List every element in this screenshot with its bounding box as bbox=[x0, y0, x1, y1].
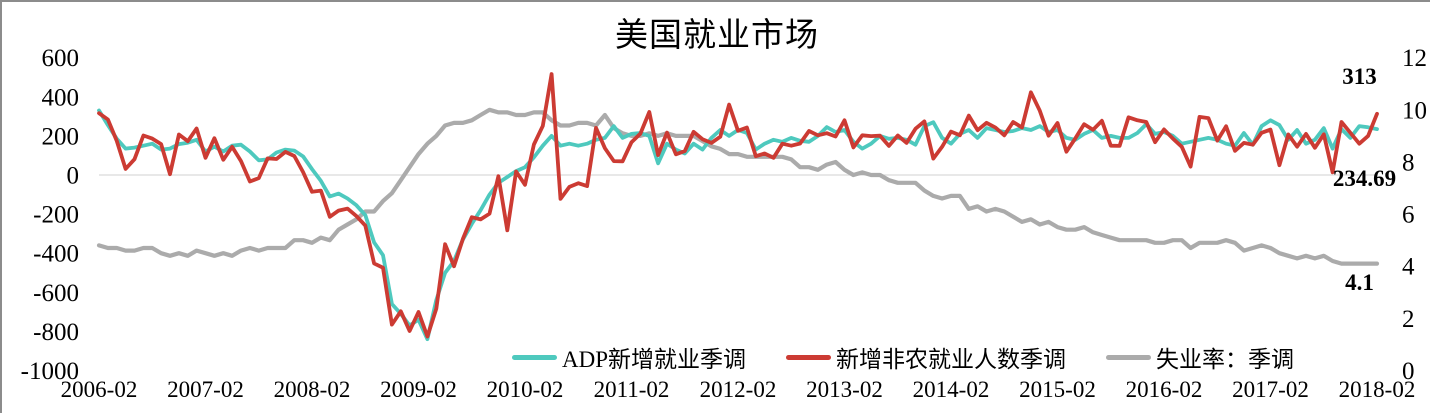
annotation-nfp-last-value: 313 bbox=[1342, 64, 1377, 89]
left-axis-tick-label: -200 bbox=[33, 202, 79, 229]
right-axis-tick-label: 6 bbox=[1402, 202, 1415, 229]
x-axis-tick-label: 2010-02 bbox=[487, 377, 564, 402]
annotation-unemployment-last-value: 4.1 bbox=[1345, 270, 1374, 295]
right-axis-tick-label: 0 bbox=[1402, 358, 1415, 385]
x-axis-tick-label: 2018-02 bbox=[1339, 377, 1416, 402]
left-axis-tick-label: 200 bbox=[42, 123, 80, 150]
right-axis-tick-label: 8 bbox=[1402, 149, 1415, 176]
right-axis-tick-label: 12 bbox=[1402, 45, 1427, 72]
legend-entry-adp: ADP新增就业季调 bbox=[512, 340, 746, 374]
x-axis-tick-label: 2014-02 bbox=[913, 377, 990, 402]
x-axis-tick-label: 2016-02 bbox=[1126, 377, 1203, 402]
legend-label-unemployment: 失业率：季调 bbox=[1156, 347, 1295, 372]
x-axis-tick-label: 2013-02 bbox=[806, 377, 883, 402]
x-axis-tick-label: 2007-02 bbox=[167, 377, 244, 402]
left-axis-tick-label: -800 bbox=[33, 319, 79, 346]
chart-legend: ADP新增就业季调 新增非农就业人数季调 失业率：季调 bbox=[512, 340, 1294, 374]
chart-title: 美国就业市场 bbox=[615, 16, 819, 53]
nonfarm-line-swatch-icon bbox=[786, 354, 832, 360]
left-axis-tick-label: -1000 bbox=[21, 358, 79, 385]
x-axis-tick-label: 2017-02 bbox=[1232, 377, 1309, 402]
right-axis-tick-label: 10 bbox=[1402, 97, 1427, 124]
left-axis-tick-label: -600 bbox=[33, 280, 79, 307]
x-axis-tick-label: 2011-02 bbox=[594, 377, 670, 402]
x-axis-tick-label: 2006-02 bbox=[61, 377, 138, 402]
left-axis-tick-label: 600 bbox=[42, 45, 80, 72]
x-axis-tick-label: 2015-02 bbox=[1019, 377, 1096, 402]
left-axis-tick-label: 400 bbox=[42, 84, 80, 111]
legend-label-adp: ADP新增就业季调 bbox=[562, 347, 747, 372]
series-line-2 bbox=[96, 107, 1380, 266]
series-line-1 bbox=[97, 72, 1379, 339]
right-axis-tick-label: 4 bbox=[1402, 254, 1415, 281]
unemployment-line-swatch-icon bbox=[1106, 354, 1152, 360]
legend-label-nonfarm: 新增非农就业人数季调 bbox=[836, 347, 1067, 372]
legend-entry-nonfarm: 新增非农就业人数季调 bbox=[786, 340, 1066, 374]
annotation-adp-last-value: 234.69 bbox=[1332, 166, 1397, 191]
left-axis-tick-label: -400 bbox=[33, 241, 79, 268]
x-axis-tick-label: 2009-02 bbox=[380, 377, 457, 402]
x-axis-tick-label: 2012-02 bbox=[700, 377, 777, 402]
right-axis-tick-label: 2 bbox=[1402, 306, 1415, 333]
x-axis-tick-label: 2008-02 bbox=[274, 377, 351, 402]
left-axis-tick-label: 0 bbox=[67, 163, 80, 190]
adp-line-swatch-icon bbox=[512, 354, 557, 360]
series-line-0 bbox=[97, 108, 1379, 342]
legend-entry-unemployment: 失业率：季调 bbox=[1106, 340, 1294, 374]
